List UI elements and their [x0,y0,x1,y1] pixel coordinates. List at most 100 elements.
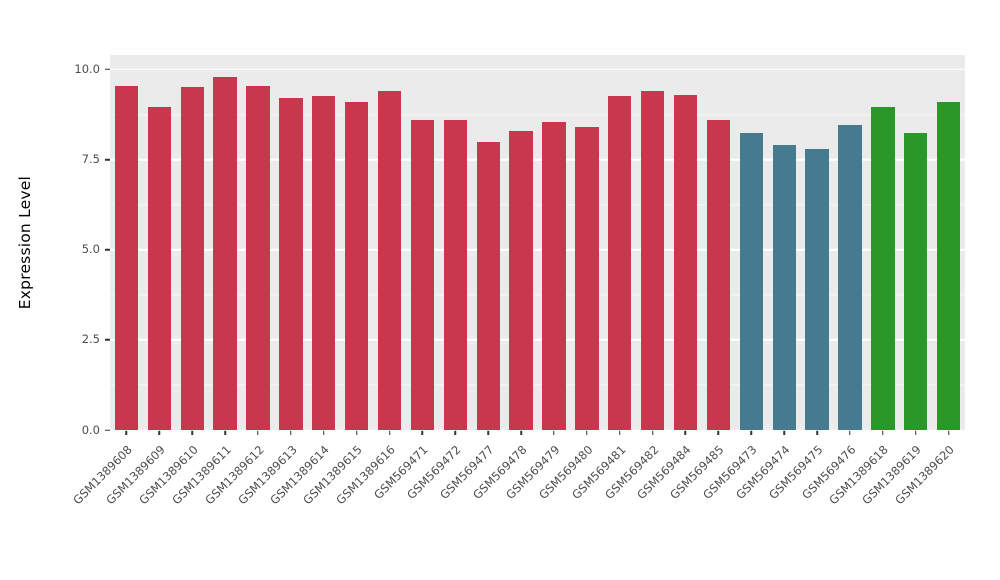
bar-slot [570,55,603,430]
x-tick-mark [783,430,785,435]
bar-slot [110,55,143,430]
bar-slot [834,55,867,430]
x-tick-mark [487,430,489,435]
bar-slot [866,55,899,430]
bar-GSM1389615 [345,101,369,430]
y-tick-mark [105,429,110,431]
x-tick-mark [191,430,193,435]
x-tick-mark [914,430,917,435]
bar-slot [209,55,242,430]
x-tick-mark [947,430,950,435]
x-tick-mark [125,430,128,435]
x-tick-mark [323,430,325,435]
y-axis-ticks: 0.0 2.5 5.0 7.5 10.0 [58,55,110,435]
gridline-major [110,158,965,161]
x-tick-mark [224,430,226,435]
bar-slot [472,55,505,430]
x-tick-mark [520,430,522,435]
bar-slot [406,55,439,430]
bar-slot [603,55,636,430]
y-tick-mark [105,248,110,251]
y-tick-label: 10.0 [74,61,100,76]
bar-GSM569478 [509,130,533,430]
y-axis-title-gutter: Expression Level [16,55,34,430]
y-axis-title: Expression Level [16,175,34,310]
bar-GSM1389610 [180,87,204,430]
bar-slot [636,55,669,430]
y-tick-label: 2.5 [81,332,100,347]
gridline-major [110,339,965,341]
bar-GSM1389612 [246,85,270,430]
bar-slot [176,55,209,430]
bar-GSM569480 [575,127,599,430]
gridline-minor [110,114,965,115]
bar-GSM569476 [838,125,862,430]
gridline-major [110,68,965,71]
x-tick-mark [388,430,391,435]
bar-slot [768,55,801,430]
bar-GSM1389611 [213,76,237,430]
gridline-minor [110,294,965,296]
x-tick-mark [290,430,292,435]
bar-GSM1389613 [279,98,303,430]
bar-slot [242,55,275,430]
bar-GSM1389620 [937,101,961,430]
bar-GSM569479 [542,121,566,430]
bar-slot [669,55,702,430]
bar-GSM569481 [608,96,632,430]
bar-slot [373,55,406,430]
x-tick-mark [651,430,654,435]
x-tick-mark [849,430,851,435]
x-tick-mark [816,430,818,435]
plot-panel [110,55,965,431]
y-tick-label: 5.0 [81,241,100,256]
bar-slot [143,55,176,430]
bar-slot [538,55,571,430]
bar-slot [735,55,768,430]
bar-slot [801,55,834,430]
bar-GSM569484 [673,94,698,430]
bar-GSM569474 [772,145,796,430]
x-tick-mark [454,430,457,435]
y-tick-mark [105,339,110,341]
bar-slot [702,55,735,430]
x-tick-mark [158,430,161,435]
gridline-major [110,248,965,251]
gridline-minor [110,384,965,386]
x-tick-mark [257,430,259,435]
x-axis-labels: GSM1389608 GSM1389609 GSM1389610 GSM1389611… [70,438,965,568]
y-tick-mark [105,158,110,161]
bar-GSM1389616 [377,91,402,430]
x-tick-mark [717,430,720,435]
bar-GSM1389619 [904,132,928,430]
bar-GSM1389618 [871,107,895,430]
x-axis-ticks [110,430,965,436]
bar-slot [274,55,307,430]
y-tick-label: 7.5 [81,151,100,166]
bar-GSM569473 [739,132,764,430]
bar-GSM569472 [443,119,468,430]
bar-GSM569471 [410,119,435,430]
x-tick-mark [421,430,424,435]
bar-GSM1389608 [114,85,139,430]
bar-GSM569485 [706,119,731,430]
bar-GSM1389609 [147,107,171,430]
bar-slot [505,55,538,430]
x-tick-mark [586,430,588,435]
bar-slot [340,55,373,430]
x-tick-mark [882,430,884,435]
y-tick-label: 0.0 [81,422,100,437]
x-tick-mark [750,430,752,435]
bars [110,55,965,430]
x-tick-mark [553,430,555,435]
bar-slot [307,55,340,430]
bar-slot [439,55,472,430]
x-tick-mark [355,430,358,435]
bar-GSM569475 [805,148,829,430]
gridline-minor [110,204,965,206]
bar-GSM569477 [476,141,500,430]
gridline-major [110,429,965,431]
bar-slot [932,55,965,430]
bar-slot [899,55,932,430]
